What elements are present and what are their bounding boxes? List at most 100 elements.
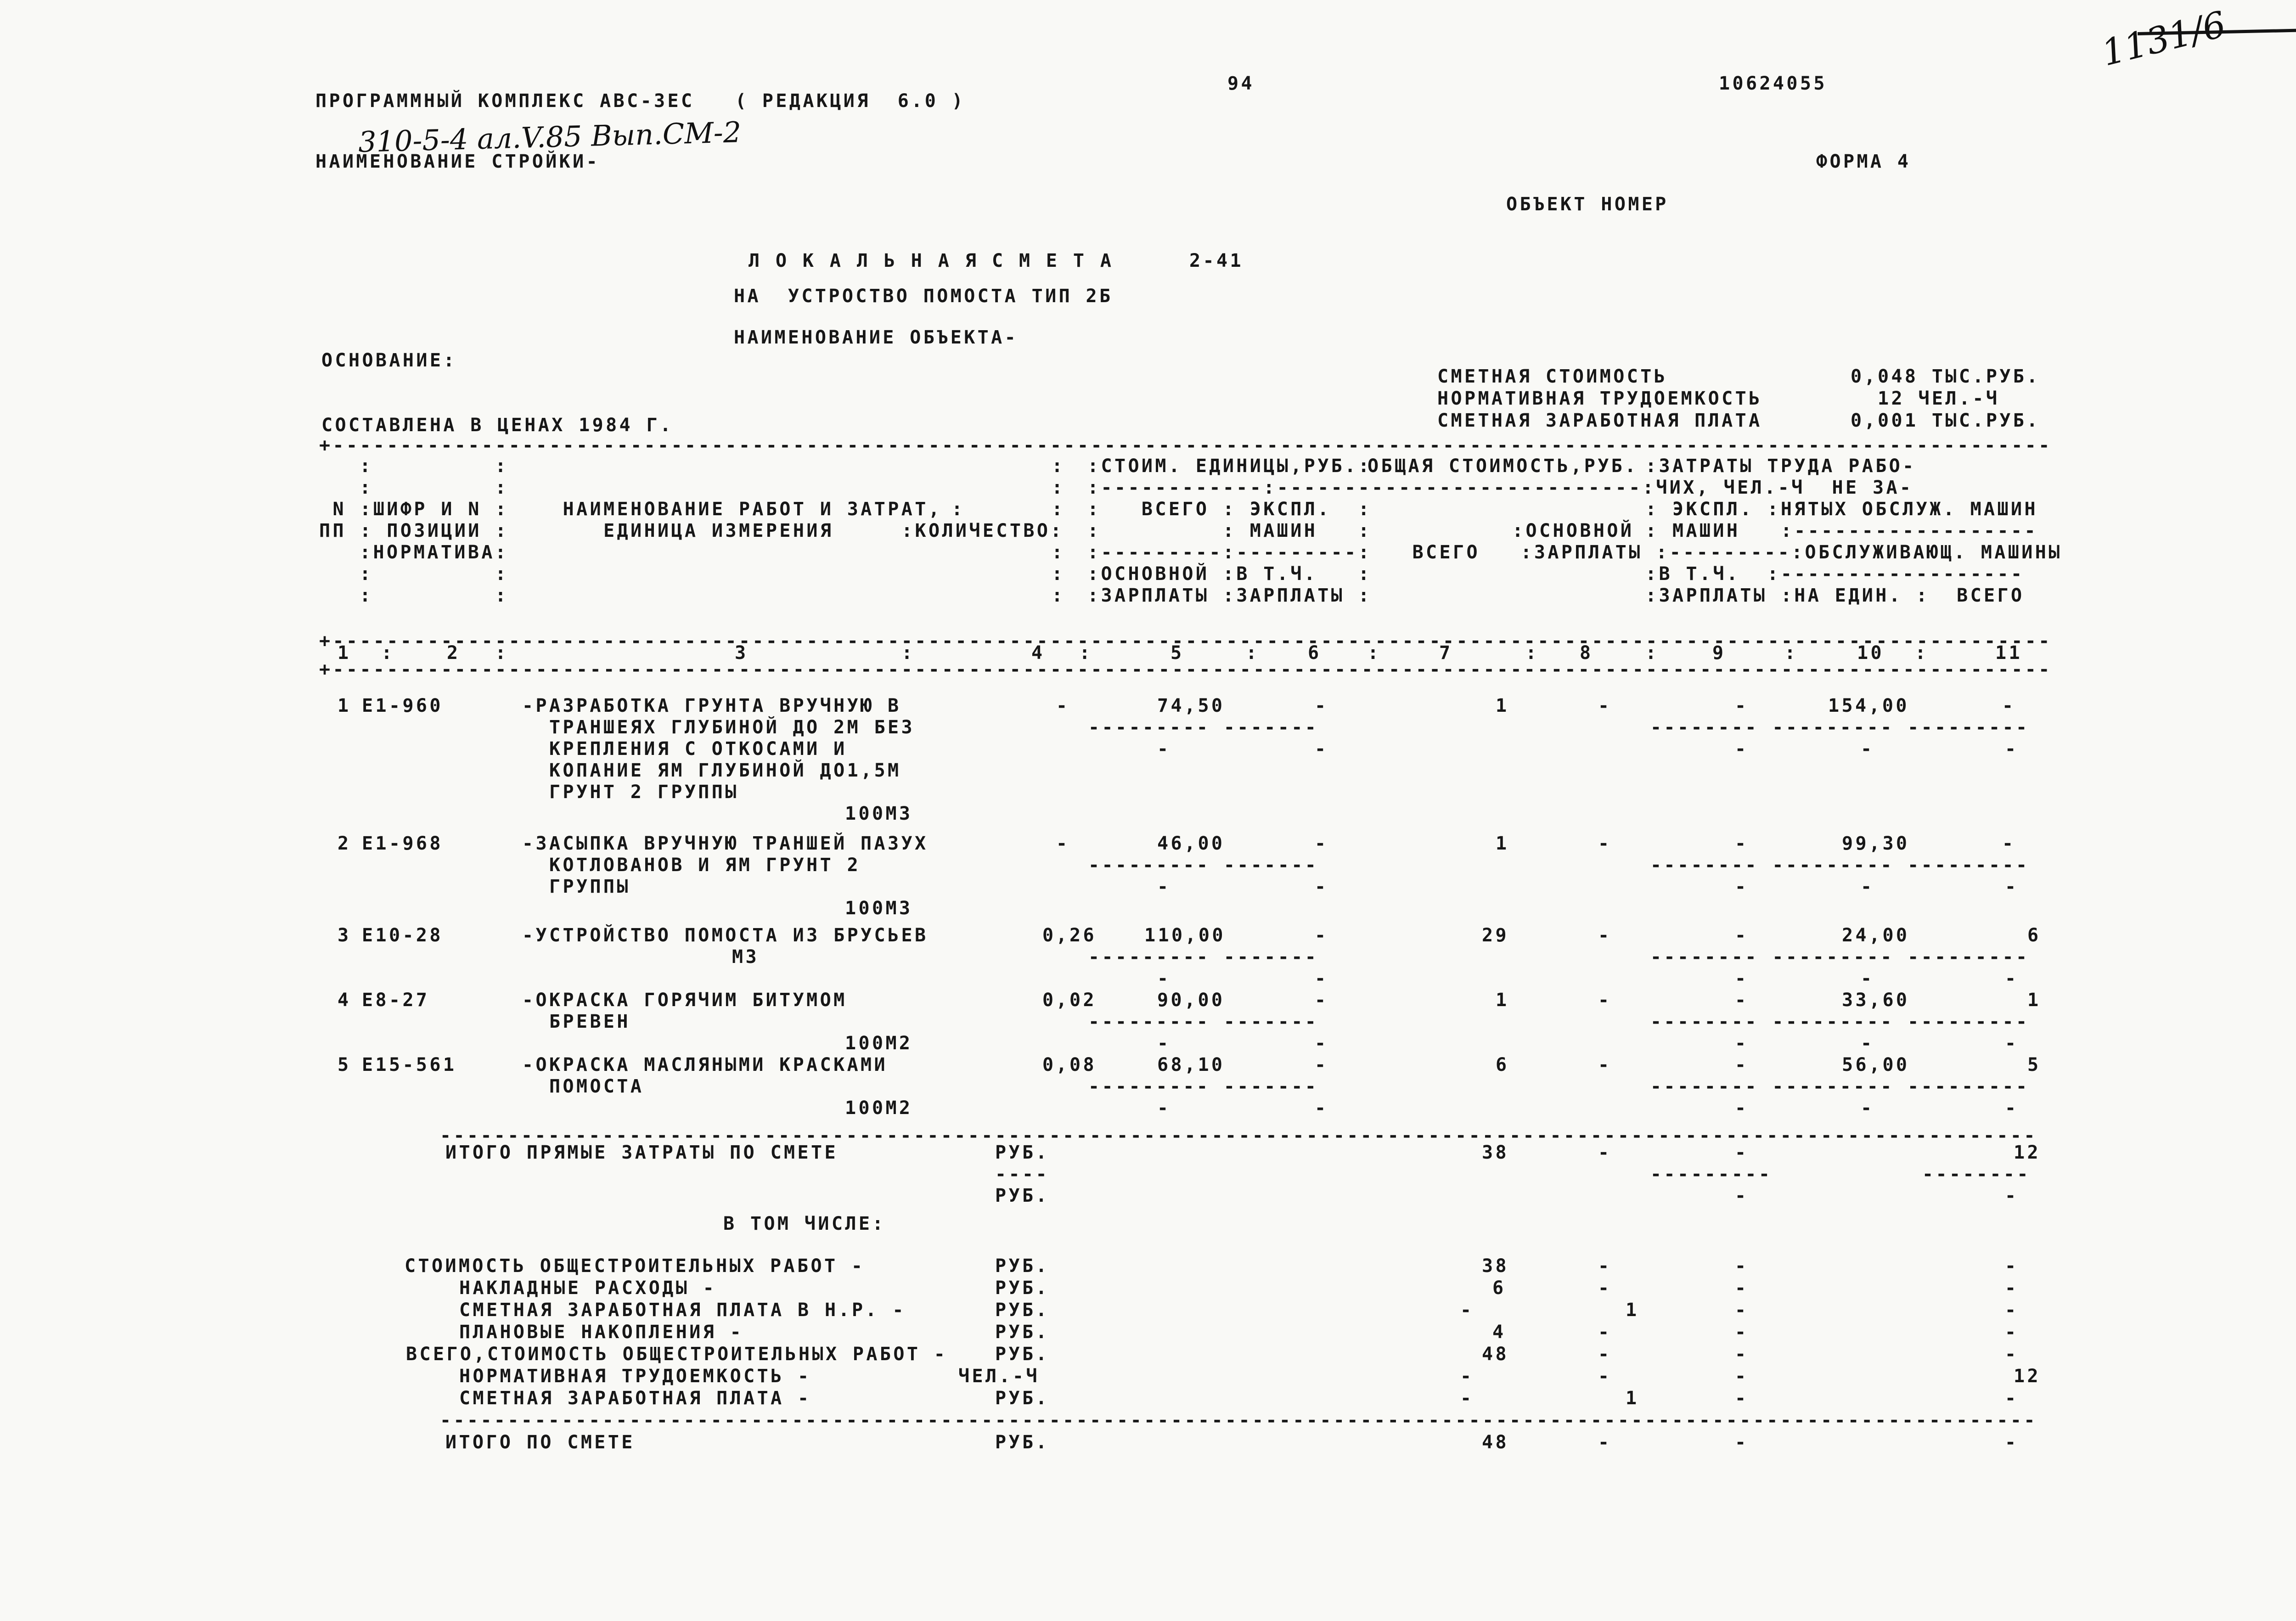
text-segment: --------- bbox=[1650, 1164, 1773, 1185]
text-segment: ГРУППЫ bbox=[549, 876, 630, 897]
print-line: ГРУНТ 2 ГРУППЫ bbox=[0, 782, 2296, 803]
text-segment: 38 bbox=[1482, 1142, 1509, 1163]
text-segment: Е15-561 bbox=[362, 1054, 457, 1075]
text-segment: РУБ. bbox=[995, 1278, 1049, 1299]
print-line: ИТОГО ПРЯМЫЕ ЗАТРАТЫ ПО СМЕТЕ РУБ. 38 - - 12 bbox=[0, 1143, 2296, 1164]
text-segment: : bbox=[951, 499, 965, 520]
text-segment: : bbox=[495, 477, 509, 498]
text-segment: : bbox=[1052, 542, 1065, 563]
text-segment: -------- --------- --------- bbox=[1650, 946, 2030, 968]
text-segment: - bbox=[1598, 1255, 1612, 1277]
text-segment: - bbox=[1861, 1033, 1874, 1054]
text-segment: --------- ------- bbox=[1088, 717, 1319, 738]
text-segment: НОРМАТИВНАЯ ТРУДОЕМКОСТЬ - bbox=[459, 1366, 811, 1387]
text-segment: КОПАНИЕ ЯМ ГЛУБИНОЙ ДО1,5М bbox=[549, 760, 901, 781]
print-line: НАИМЕНОВАНИЕ СТРОЙКИ- ФОРМА 4 bbox=[0, 152, 2296, 173]
text-segment: - bbox=[1157, 1098, 1171, 1119]
text-segment: - bbox=[1598, 1432, 1612, 1453]
text-segment: СМЕТНАЯ ЗАРАБОТНАЯ ПЛАТА - bbox=[459, 1388, 811, 1409]
print-line: ГРУППЫ - - - - - bbox=[0, 877, 2296, 898]
text-segment: : bbox=[901, 642, 915, 664]
print-line: Л О К А Л Ь Н А Я С М Е Т А 2-41 bbox=[0, 251, 2296, 272]
text-segment: - bbox=[1735, 876, 1749, 897]
print-line: +---------------------------------------… bbox=[0, 435, 2296, 456]
text-segment: 154,00 bbox=[1828, 695, 1909, 716]
text-segment: : bbox=[1525, 642, 1539, 664]
text-segment: РУБ. bbox=[995, 1432, 1049, 1453]
text-segment: - bbox=[1598, 695, 1612, 716]
text-segment: - bbox=[1598, 990, 1612, 1011]
text-segment: - bbox=[1157, 1033, 1171, 1054]
text-segment: 46,00 bbox=[1157, 833, 1225, 854]
text-segment: - bbox=[1460, 1388, 1474, 1409]
text-segment: - bbox=[1598, 1278, 1612, 1299]
text-segment: --------- ------- bbox=[1088, 855, 1319, 876]
text-segment: 2 bbox=[447, 642, 461, 664]
text-segment: : bbox=[1052, 499, 1065, 520]
text-segment: ПЛАНОВЫЕ НАКОПЛЕНИЯ - bbox=[459, 1322, 744, 1343]
text-segment: - bbox=[1157, 738, 1171, 760]
text-segment: - bbox=[1056, 695, 1070, 716]
handwritten-corner-number: 1131/6 bbox=[2098, 4, 2230, 74]
print-line: НАКЛАДНЫЕ РАСХОДЫ - РУБ. 6 - - - bbox=[0, 1278, 2296, 1299]
text-segment: : bbox=[1367, 642, 1381, 664]
text-segment: - bbox=[2005, 1255, 2019, 1277]
print-line: ::::------------:-----------------------… bbox=[0, 478, 2296, 499]
text-segment: КОТЛОВАНОВ И ЯМ ГРУНТ 2 bbox=[549, 855, 861, 876]
text-segment: - bbox=[1157, 968, 1171, 989]
text-segment: 56,00 bbox=[1842, 1054, 1910, 1075]
text-segment: -УСТРОЙСТВО ПОМОСТА ИЗ БРУСЬЕВ bbox=[522, 925, 929, 946]
text-segment: Л О К А Л Ь Н А Я bbox=[748, 250, 979, 271]
print-line: В ТОМ ЧИСЛЕ: bbox=[0, 1214, 2296, 1235]
text-segment: ОБЩАЯ СТОИМОСТЬ,РУБ. bbox=[1367, 456, 1638, 477]
text-segment: - bbox=[1315, 1054, 1328, 1075]
text-segment: :НОРМАТИВА: bbox=[360, 542, 509, 563]
text-segment: ИТОГО ПРЯМЫЕ ЗАТРАТЫ ПО СМЕТЕ bbox=[445, 1142, 838, 1163]
text-segment: 12 ЧЕЛ.-Ч bbox=[1878, 388, 2000, 409]
text-segment: РУБ. bbox=[995, 1344, 1049, 1365]
text-segment: +---------------------------------------… bbox=[319, 630, 2052, 652]
text-segment: - bbox=[2005, 876, 2019, 897]
text-segment: 1 bbox=[338, 695, 351, 716]
text-segment: РУБ. bbox=[995, 1255, 1049, 1277]
text-segment: Е1-968 bbox=[362, 833, 443, 854]
print-line: ::::СТОИМ. ЕДИНИЦЫ,РУБ.: ОБЩАЯ СТОИМОСТЬ,… bbox=[0, 456, 2296, 477]
text-segment: 6 bbox=[1492, 1278, 1506, 1299]
text-segment: - bbox=[1598, 1142, 1612, 1163]
text-segment: 10 bbox=[1857, 642, 1884, 664]
print-line: ОБЪЕКТ НОМЕР bbox=[0, 194, 2296, 215]
text-segment: - bbox=[1735, 738, 1749, 760]
text-segment: - bbox=[1735, 925, 1749, 946]
text-segment: 2 bbox=[338, 833, 351, 854]
text-segment: М3 bbox=[732, 946, 759, 968]
text-segment: - bbox=[1735, 1142, 1749, 1163]
text-segment: : bbox=[1645, 642, 1659, 664]
text-segment: 24,00 bbox=[1842, 925, 1910, 946]
text-segment: -ЗАСЫПКА ВРУЧНУЮ ТРАНШЕЙ ПАЗУХ bbox=[522, 833, 929, 854]
text-segment: ТРАНШЕЯХ ГЛУБИНОЙ ДО 2М БЕЗ bbox=[549, 717, 915, 738]
text-segment: 12 bbox=[2014, 1142, 2041, 1163]
text-segment: - bbox=[1598, 1366, 1612, 1387]
text-segment: НАКЛАДНЫЕ РАСХОДЫ - bbox=[459, 1278, 717, 1299]
text-segment: ОСНОВАНИЕ: bbox=[321, 350, 457, 371]
print-line: КОПАНИЕ ЯМ ГЛУБИНОЙ ДО1,5М bbox=[0, 760, 2296, 782]
print-line: 1: 2: 3: 4: 5: 6: 7: 8: 9: 10: 11 bbox=[0, 643, 2296, 664]
print-line: БРЕВЕН --------- ------- -------- --------… bbox=[0, 1012, 2296, 1033]
text-segment: 12 bbox=[2014, 1366, 2041, 1387]
text-segment: ОБЪЕКТ НОМЕР bbox=[1506, 194, 1669, 215]
text-segment: :СТОИМ. ЕДИНИЦЫ,РУБ.: bbox=[1087, 456, 1372, 477]
print-line: N :ШИФР И N : НАИМЕНОВАНИЕ РАБОТ И ЗАТРА… bbox=[0, 499, 2296, 520]
text-segment: 1 bbox=[1626, 1388, 1639, 1409]
print-line: ПЛАНОВЫЕ НАКОПЛЕНИЯ - РУБ. 4 - - - bbox=[0, 1322, 2296, 1343]
text-segment: -РАЗРАБОТКА ГРУНТА ВРУЧНУЮ В bbox=[522, 695, 901, 716]
text-segment: --------- ------- bbox=[1088, 1076, 1319, 1097]
text-segment: - bbox=[1315, 1033, 1328, 1054]
text-segment: - bbox=[1861, 876, 1874, 897]
text-segment: 4 bbox=[1031, 642, 1045, 664]
text-segment: : bbox=[495, 642, 509, 664]
text-segment: КРЕПЛЕНИЯ С ОТКОСАМИ И bbox=[549, 738, 847, 760]
text-segment: ПП : ПОЗИЦИИ : ЕДИНИЦА ИЗМЕРЕНИЯ bbox=[319, 520, 834, 541]
text-segment: Е10-28 bbox=[362, 925, 443, 946]
text-segment: РУБ. bbox=[995, 1142, 1049, 1163]
